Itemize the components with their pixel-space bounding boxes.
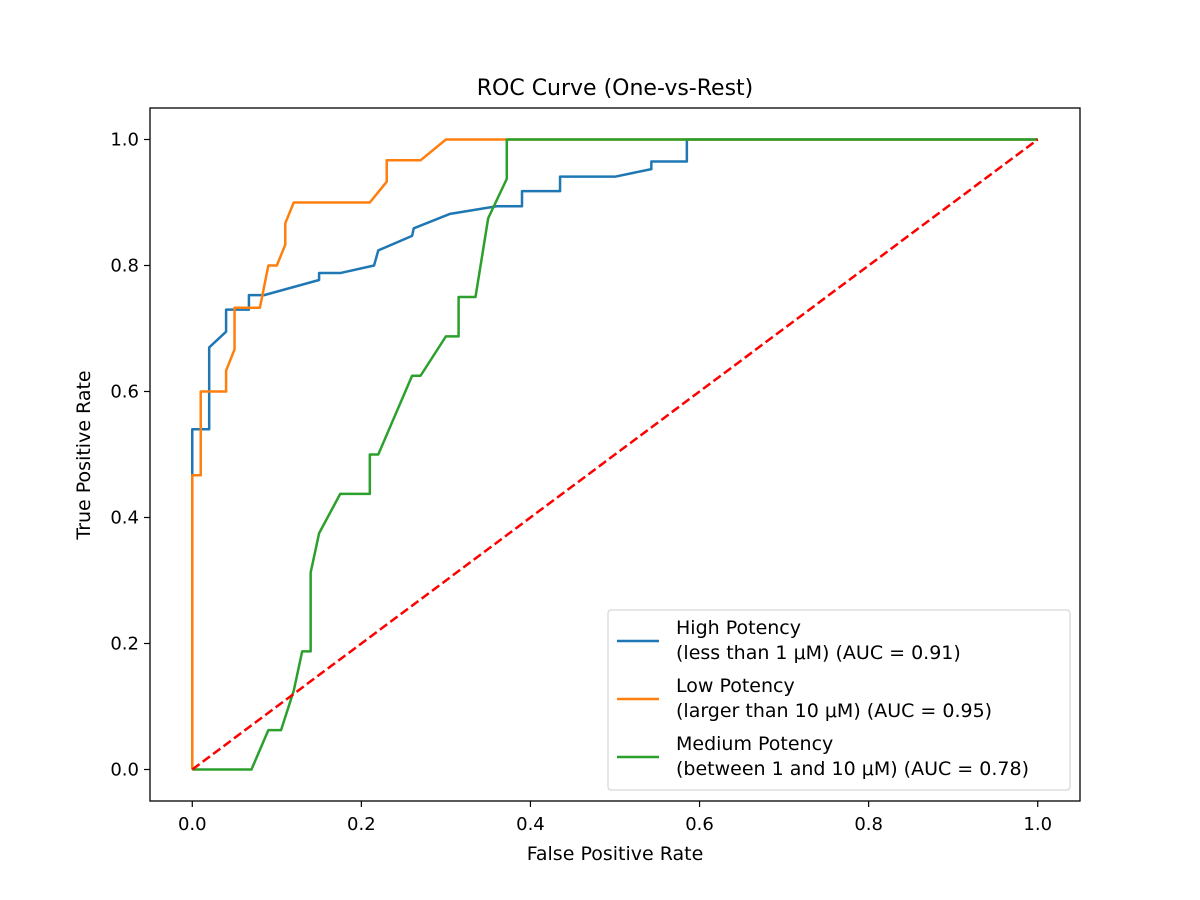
legend-label-low-potency-line1: Low Potency [676, 675, 795, 697]
y-tick-label: 0.6 [110, 382, 139, 403]
roc-line-medium-potency [192, 138, 1038, 771]
legend: High Potency (less than 1 μM) (AUC = 0.9… [607, 609, 1071, 791]
x-axis-label: False Positive Rate [527, 843, 704, 865]
y-tick-label: 0.4 [110, 508, 139, 529]
legend-label-high-potency-line2: (less than 1 μM) (AUC = 0.91) [676, 642, 961, 664]
legend-label-medium-potency-line1: Medium Potency [676, 733, 833, 755]
y-tick-label: 0.0 [110, 760, 139, 781]
axis-ticks: 0.0 0.2 0.4 0.6 0.8 1.0 0.0 0.2 0.4 0.6 0.8 1.0 [110, 130, 1052, 836]
x-tick-label: 0.0 [178, 814, 207, 835]
x-tick-label: 0.6 [685, 814, 714, 835]
chance-diagonal-line [191, 138, 1039, 771]
roc-line-high-potency [191, 138, 1038, 770]
legend-label-high-potency-line1: High Potency [676, 617, 801, 639]
y-axis-label: True Positive Rate [73, 370, 95, 540]
x-tick-label: 0.2 [347, 814, 376, 835]
roc-line-low-potency [191, 138, 1038, 770]
chart-title: ROC Curve (One-vs-Rest) [477, 76, 754, 101]
x-tick-label: 0.4 [516, 814, 545, 835]
y-tick-label: 0.2 [110, 634, 139, 655]
legend-box [607, 609, 1071, 791]
y-tick-label: 1.0 [110, 130, 139, 151]
legend-label-low-potency-line2: (larger than 10 μM) (AUC = 0.95) [676, 700, 992, 722]
legend-label-medium-potency-line2: (between 1 and 10 μM) (AUC = 0.78) [676, 758, 1029, 780]
axes-frame [149, 107, 1081, 802]
x-tick-label: 1.0 [1023, 814, 1052, 835]
x-tick-label: 0.8 [854, 814, 883, 835]
y-tick-label: 0.8 [110, 256, 139, 277]
plot-area [191, 138, 1039, 771]
